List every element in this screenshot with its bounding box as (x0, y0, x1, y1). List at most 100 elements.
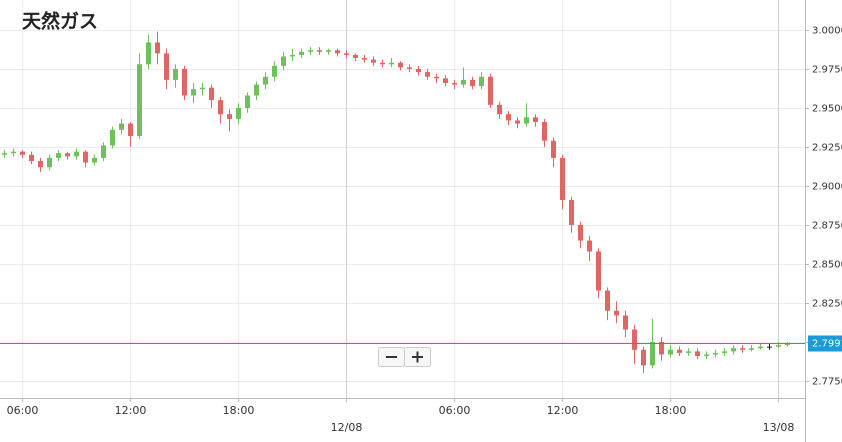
candle-body (344, 53, 349, 55)
candle-body (425, 72, 430, 77)
x-tick-label: 18:00 (655, 404, 687, 417)
candle-body (704, 354, 709, 357)
candle-body (515, 120, 520, 124)
candle-body (38, 161, 43, 168)
candle-body (272, 65, 277, 77)
candle-body (380, 62, 385, 65)
x-tick-label: 12:00 (547, 404, 579, 417)
candle-body (317, 50, 322, 52)
candle-body (227, 114, 232, 119)
candle-body (695, 351, 700, 357)
candle-body (623, 315, 628, 330)
candle-body (56, 153, 61, 158)
candle-body (713, 352, 718, 355)
y-tick-label: 2.9500 (812, 104, 842, 115)
x-tick-label: 18:00 (223, 404, 255, 417)
candle-body (668, 349, 673, 355)
candle-body (524, 117, 529, 124)
candle-body (749, 348, 754, 350)
y-tick-label: 2.7750 (812, 377, 842, 388)
candle-body (209, 87, 214, 101)
candle-body (119, 123, 124, 130)
candle-body (479, 76, 484, 87)
candle-body (326, 50, 331, 52)
candle-body (614, 310, 619, 316)
x-tick-label: 12:00 (115, 404, 147, 417)
candle-body (677, 349, 682, 353)
candle-body (281, 56, 286, 66)
candle-body (236, 107, 241, 119)
grid (0, 0, 805, 398)
candle-body (470, 79, 475, 87)
candle-body (155, 42, 160, 54)
candle-body (632, 329, 637, 350)
candle-body (110, 129, 115, 146)
candle-body (20, 151, 25, 155)
candle-body (785, 343, 790, 346)
candle-body (686, 351, 691, 353)
candle-body (83, 151, 88, 163)
candle-body (542, 122, 547, 141)
candle-body (92, 157, 97, 163)
candle-body (434, 76, 439, 79)
candle-body (164, 53, 169, 80)
candle-body (65, 153, 70, 157)
candle-body (551, 140, 556, 158)
y-tick-label: 2.9250 (812, 143, 842, 154)
candle-body (398, 62, 403, 68)
x-tick-label: 06:00 (439, 404, 471, 417)
candle-body (443, 78, 448, 84)
candle-body (308, 50, 313, 52)
x-tick-label: 13/08 (763, 421, 795, 434)
candle-body (389, 62, 394, 65)
candle-body (416, 68, 421, 73)
last-price-box (808, 335, 842, 352)
candle-body (173, 68, 178, 80)
y-tick-label: 2.8250 (812, 299, 842, 310)
candle-body (407, 67, 412, 69)
candle-body (461, 79, 466, 85)
candle-body (587, 240, 592, 252)
candle-body (767, 346, 772, 348)
candle-body (290, 54, 295, 57)
chart-title: 天然ガス (22, 10, 98, 33)
candle-body (488, 76, 493, 105)
y-tick-label: 2.9000 (812, 182, 842, 193)
candle-body (569, 200, 574, 225)
candle-body (182, 68, 187, 96)
y-tick-label: 2.8500 (812, 260, 842, 271)
candle-body (245, 95, 250, 108)
candle-body (497, 104, 502, 115)
candles (2, 31, 790, 374)
candle-body (776, 345, 781, 347)
candle-body (659, 341, 664, 355)
candle-body (218, 100, 223, 115)
candle-body (2, 153, 7, 155)
candle-body (722, 351, 727, 353)
candle-body (371, 59, 376, 63)
candle-body (254, 84, 259, 96)
candle-body (29, 154, 34, 162)
candle-body (596, 251, 601, 291)
candle-body (740, 348, 745, 350)
candle-body (650, 341, 655, 366)
candle-body (731, 348, 736, 352)
candle-body (641, 349, 646, 366)
candle-body (47, 157, 52, 168)
candle-body (200, 87, 205, 90)
candle-body (452, 83, 457, 85)
candle-body (137, 64, 142, 137)
candle-body (74, 151, 79, 157)
zoom-controls (378, 347, 431, 367)
candle-body (605, 290, 610, 311)
candle-body (758, 346, 763, 349)
last-price-label: 2.7991 (812, 339, 842, 350)
x-tick-label: 12/08 (331, 421, 363, 434)
candle-body (533, 117, 538, 123)
candle-body (560, 157, 565, 201)
candle-body (11, 151, 16, 154)
x-tick-label: 06:00 (7, 404, 39, 417)
